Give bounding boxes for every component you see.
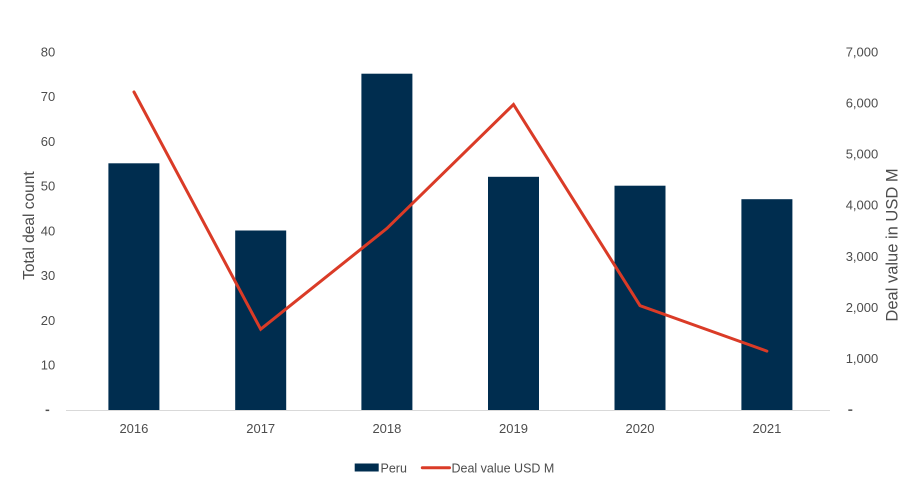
svg-text:1,000: 1,000 (846, 351, 879, 366)
svg-text:2,000: 2,000 (846, 300, 879, 315)
svg-text:2021: 2021 (752, 421, 781, 436)
svg-text:4,000: 4,000 (846, 198, 879, 213)
svg-text:Peru: Peru (381, 461, 407, 475)
svg-text:2017: 2017 (246, 421, 275, 436)
svg-text:10: 10 (41, 358, 55, 373)
svg-text:40: 40 (41, 223, 55, 238)
svg-text:2019: 2019 (499, 421, 528, 436)
svg-text:Deal value in USD M: Deal value in USD M (884, 168, 900, 321)
svg-text:2018: 2018 (372, 421, 401, 436)
svg-text:80: 80 (41, 44, 55, 59)
svg-text:20: 20 (41, 313, 55, 328)
svg-text:6,000: 6,000 (846, 95, 879, 110)
svg-text:30: 30 (41, 268, 55, 283)
svg-text:70: 70 (41, 89, 55, 104)
svg-text:5,000: 5,000 (846, 147, 879, 162)
svg-text:2016: 2016 (119, 421, 148, 436)
svg-text:50: 50 (41, 179, 55, 194)
svg-text:Deal value USD M: Deal value USD M (452, 461, 555, 475)
svg-text:Total deal count: Total deal count (21, 171, 38, 280)
svg-text:60: 60 (41, 134, 55, 149)
svg-text:7,000: 7,000 (846, 44, 879, 59)
svg-text:3,000: 3,000 (846, 249, 879, 264)
svg-text:2020: 2020 (626, 421, 655, 436)
